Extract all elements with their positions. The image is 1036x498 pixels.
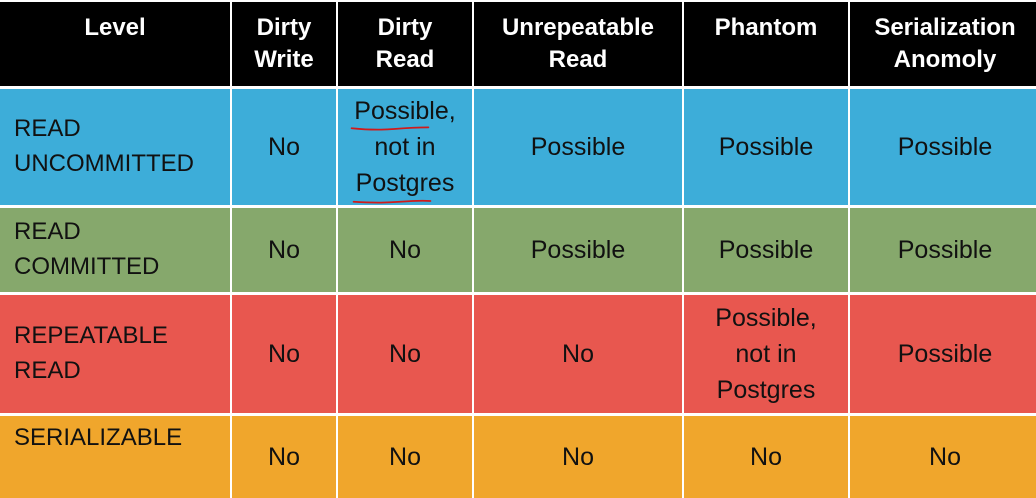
header-dirty-write-line-1: Dirty xyxy=(256,14,312,41)
row-read-uncommitted-level: READ UNCOMMITTED xyxy=(0,89,230,205)
row-read-committed-level: READ COMMITTED xyxy=(0,208,230,292)
cell-value-line-2: not in xyxy=(735,339,797,368)
header-serialization-anomaly-line-1: Serialization xyxy=(874,14,1016,41)
row-repeatable-read-serialization-anomaly: Possible xyxy=(850,295,1036,413)
row-serializable-unrepeatable-read: No xyxy=(474,416,682,498)
cell-value-line-2: not in xyxy=(374,132,436,161)
level-line-1: READ xyxy=(14,218,81,246)
header-dirty-read: Dirty Read xyxy=(338,2,472,86)
cell-value-line-3: Postgres xyxy=(716,376,816,405)
red-underline-mark xyxy=(352,200,431,204)
header-level-label: Level xyxy=(84,14,146,41)
cell-value: No xyxy=(562,443,594,471)
level-line-2: COMMITTED xyxy=(14,253,160,280)
cell-value: No xyxy=(562,340,594,368)
cell-value-line-1: Possible, xyxy=(715,303,817,332)
row-read-uncommitted-dirty-write: No xyxy=(232,89,336,205)
row-repeatable-read-dirty-read: No xyxy=(338,295,472,413)
cell-value: No xyxy=(268,340,300,368)
cell-value: No xyxy=(268,236,300,264)
header-dirty-write-line-2: Write xyxy=(254,46,314,74)
cell-value: No xyxy=(389,236,421,264)
header-phantom: Phantom xyxy=(684,2,848,86)
row-serializable-serialization-anomaly: No xyxy=(850,416,1036,498)
row-read-committed-unrepeatable-read: Possible xyxy=(474,208,682,292)
header-dirty-read-line-2: Read xyxy=(375,46,435,74)
level-line-1: SERIALIZABLE xyxy=(14,424,183,451)
row-read-uncommitted-phantom: Possible xyxy=(684,89,848,205)
level-line-2: READ xyxy=(14,357,81,384)
header-dirty-write: Dirty Write xyxy=(232,2,336,86)
row-read-uncommitted-unrepeatable-read: Possible xyxy=(474,89,682,205)
cell-value: No xyxy=(389,340,421,368)
row-repeatable-read-level: REPEATABLE READ xyxy=(0,295,230,413)
row-read-uncommitted-serialization-anomaly: Possible xyxy=(850,89,1036,205)
row-repeatable-read-phantom: Possible, not in Postgres xyxy=(684,295,848,413)
header-unrepeatable-read-line-1: Unrepeatable xyxy=(501,14,655,41)
level-line-1: REPEATABLE xyxy=(14,322,168,350)
row-serializable-level: SERIALIZABLE xyxy=(0,416,230,498)
cell-value: Possible xyxy=(530,133,626,161)
cell-value: No xyxy=(268,443,300,471)
row-read-uncommitted-dirty-read: Possible, not in Postgres xyxy=(338,89,472,205)
row-read-committed-dirty-read: No xyxy=(338,208,472,292)
header-phantom-label: Phantom xyxy=(714,14,818,41)
row-repeatable-read-dirty-write: No xyxy=(232,295,336,413)
header-unrepeatable-read-line-2: Read xyxy=(548,46,608,74)
row-serializable-dirty-write: No xyxy=(232,416,336,498)
header-level: Level xyxy=(0,2,230,86)
cell-value: Possible xyxy=(897,236,993,264)
level-line-1: READ xyxy=(14,115,81,143)
header-serialization-anomaly: Serialization Anomoly xyxy=(850,2,1036,86)
annotated-possible-text: Possible, xyxy=(350,93,456,131)
row-serializable-dirty-read: No xyxy=(338,416,472,498)
cell-value: Possible xyxy=(530,236,626,264)
row-serializable-phantom: No xyxy=(684,416,848,498)
row-repeatable-read-unrepeatable-read: No xyxy=(474,295,682,413)
cell-value: Possible xyxy=(897,340,993,368)
cell-value: No xyxy=(750,443,782,471)
row-read-committed-dirty-write: No xyxy=(232,208,336,292)
cell-value: No xyxy=(389,443,421,471)
cell-value: No xyxy=(929,443,961,471)
cell-value-line-3: Postgres xyxy=(355,169,455,198)
cell-value-line-1: Possible, xyxy=(354,96,456,125)
annotated-postgres-text: Postgres xyxy=(352,165,455,204)
row-read-committed-serialization-anomaly: Possible xyxy=(850,208,1036,292)
cell-value: No xyxy=(268,133,300,161)
cell-value: Possible xyxy=(897,133,993,161)
row-read-committed-phantom: Possible xyxy=(684,208,848,292)
header-unrepeatable-read: Unrepeatable Read xyxy=(474,2,682,86)
red-underline-mark xyxy=(350,126,430,131)
cell-value: Possible xyxy=(718,133,814,161)
header-serialization-anomaly-line-2: Anomoly xyxy=(893,46,997,74)
level-line-2: UNCOMMITTED xyxy=(14,150,194,177)
cell-value: Possible xyxy=(718,236,814,264)
header-dirty-read-line-1: Dirty xyxy=(377,14,433,41)
